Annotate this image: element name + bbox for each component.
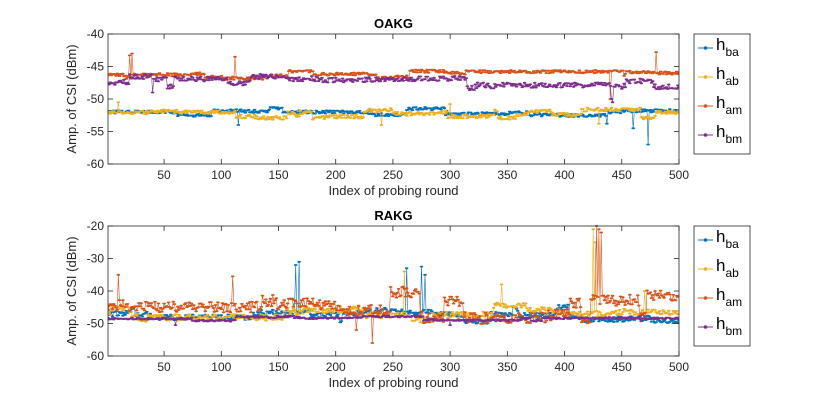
series-markers-am bbox=[108, 51, 679, 100]
legend-marker-ba bbox=[703, 238, 708, 242]
series-markers-bm bbox=[108, 73, 679, 104]
chart-rakg: 50 100 150 200 250 300 350 400 450 500 -60 -50 -40 -3… bbox=[64, 208, 751, 390]
x-tick-label: 400 bbox=[555, 168, 575, 182]
x-tick-label: 450 bbox=[612, 168, 632, 182]
x-tick-label: 50 bbox=[157, 360, 171, 374]
legend-marker-ab bbox=[703, 75, 708, 79]
legend-marker-am bbox=[703, 296, 708, 300]
x-tick-label: 250 bbox=[383, 360, 403, 374]
y-tick-label: -50 bbox=[87, 317, 105, 331]
y-tick-label: -60 bbox=[87, 157, 105, 171]
x-tick-label: 500 bbox=[669, 360, 689, 374]
x-tick-label: 400 bbox=[555, 360, 575, 374]
chart-title: OAKG bbox=[374, 16, 413, 31]
x-tick-label: 300 bbox=[440, 168, 460, 182]
x-tick-label: 450 bbox=[612, 360, 632, 374]
x-tick-label: 100 bbox=[211, 360, 231, 374]
chart-title: RAKG bbox=[374, 208, 412, 223]
x-tick-label: 50 bbox=[157, 168, 171, 182]
legend-box bbox=[693, 225, 751, 347]
x-tick-label: 200 bbox=[326, 168, 346, 182]
legend-marker-am bbox=[703, 104, 708, 108]
series-group bbox=[108, 225, 679, 344]
legend-marker-ab bbox=[703, 267, 708, 271]
y-tick-label: -30 bbox=[87, 252, 105, 266]
x-axis-title: Index of probing round bbox=[328, 375, 458, 390]
series-group bbox=[108, 51, 679, 146]
x-tick-label: 150 bbox=[268, 360, 288, 374]
x-tick-label: 200 bbox=[326, 360, 346, 374]
y-tick-label: -40 bbox=[87, 284, 105, 298]
y-tick-label: -60 bbox=[87, 349, 105, 363]
x-tick-label: 350 bbox=[497, 168, 517, 182]
x-tick-label: 150 bbox=[268, 168, 288, 182]
legend-marker-bm bbox=[703, 133, 708, 137]
x-tick-label: 300 bbox=[440, 360, 460, 374]
y-tick-label: -20 bbox=[87, 219, 105, 233]
plot-area bbox=[108, 226, 679, 356]
y-tick-label: -55 bbox=[87, 125, 105, 139]
legend-marker-ba bbox=[703, 46, 708, 50]
x-tick-label: 250 bbox=[383, 168, 403, 182]
series-markers-ab bbox=[108, 101, 679, 126]
x-tick-label: 100 bbox=[211, 168, 231, 182]
series-markers-bm bbox=[108, 314, 679, 326]
x-axis-title: Index of probing round bbox=[328, 183, 458, 198]
y-tick-label: -50 bbox=[87, 92, 105, 106]
legend-marker-bm bbox=[703, 325, 708, 329]
x-tick-label: 500 bbox=[669, 168, 689, 182]
x-tick-label: 350 bbox=[497, 360, 517, 374]
y-axis-title: Amp. of CSI (dBm) bbox=[64, 44, 79, 153]
y-axis-title: Amp. of CSI (dBm) bbox=[64, 236, 79, 345]
y-tick-label: -45 bbox=[87, 60, 105, 74]
legend-box bbox=[693, 33, 751, 155]
chart-oakg: 50 100 150 200 250 300 350 400 450 500 -60 -55 -50 -4… bbox=[64, 16, 751, 198]
plot-area bbox=[108, 34, 679, 164]
y-tick-label: -40 bbox=[87, 27, 105, 41]
